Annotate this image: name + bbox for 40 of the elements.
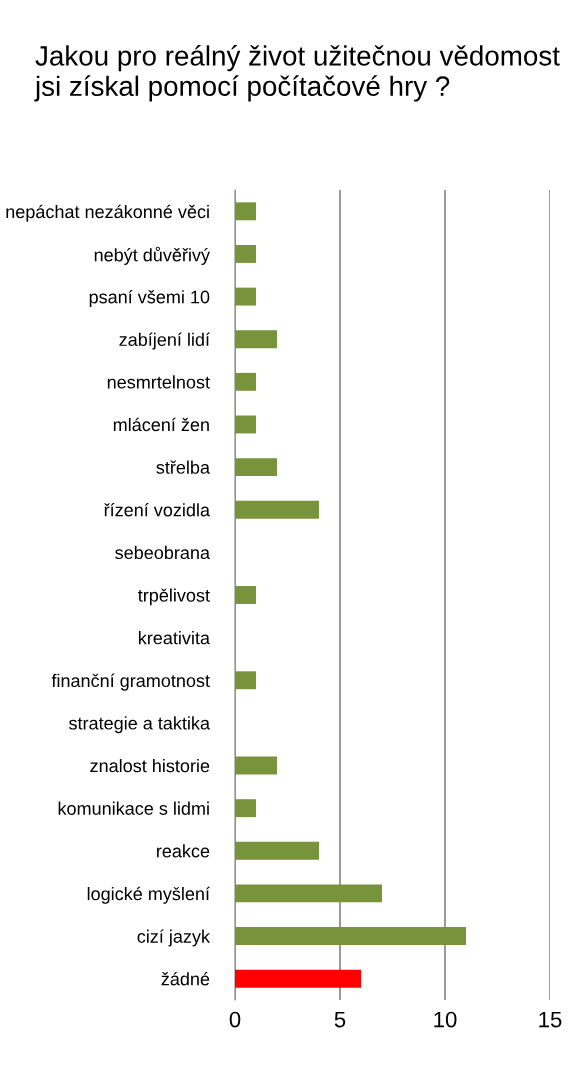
y-tick-label: komunikace s lidmi — [58, 801, 209, 815]
bar — [235, 969, 361, 988]
y-tick-label: sebeobrana — [115, 545, 211, 560]
y-tick-label: cizí jazyk — [137, 929, 211, 947]
bar — [235, 671, 256, 690]
x-tick-label: 5 — [334, 1011, 346, 1028]
y-tick-label: nepáchat nezákonné věci — [6, 204, 209, 222]
y-tick-label: nesmrtelnost — [107, 375, 210, 389]
y-tick-label: nebýt důvěřivý — [94, 246, 210, 265]
y-tick-label: trpělivost — [138, 588, 210, 606]
bar — [235, 287, 256, 306]
bar — [235, 372, 256, 391]
y-tick-label: finanční gramotnost — [51, 673, 210, 691]
y-tick-label: strategie a taktika — [69, 716, 211, 734]
y-tick-label: řízení vozidla — [104, 502, 211, 517]
bar — [235, 841, 319, 860]
y-tick-label: reakce — [157, 844, 210, 858]
y-tick-label: kreativita — [138, 631, 210, 645]
y-tick-label: psaní všemi 10 — [89, 289, 210, 307]
bar — [235, 330, 277, 349]
y-tick-label: znalost historie — [90, 758, 210, 773]
y-tick-label: mlácení žen — [113, 417, 209, 432]
bar — [235, 586, 256, 604]
bar — [235, 415, 256, 434]
y-tick-label: střelba — [156, 460, 210, 474]
y-tick-label: žádné — [161, 971, 210, 986]
bar — [235, 927, 466, 946]
x-tick-label: 0 — [229, 1011, 241, 1028]
bar — [235, 799, 256, 818]
x-tick-label: 15 — [539, 1011, 562, 1028]
bar — [235, 756, 277, 775]
chart-title: Jakou pro reálný život užitečnou vědomost jsi získal pomocí počítačové hry ? — [34, 45, 560, 102]
bar — [235, 500, 319, 519]
y-tick-label: logické myšlení — [87, 886, 210, 904]
bar — [235, 458, 277, 477]
bar — [235, 202, 256, 221]
x-tick-label: 10 — [434, 1011, 457, 1028]
y-tick-label: zabíjení lidí — [119, 332, 210, 350]
bar — [235, 884, 382, 903]
bar — [235, 244, 256, 263]
